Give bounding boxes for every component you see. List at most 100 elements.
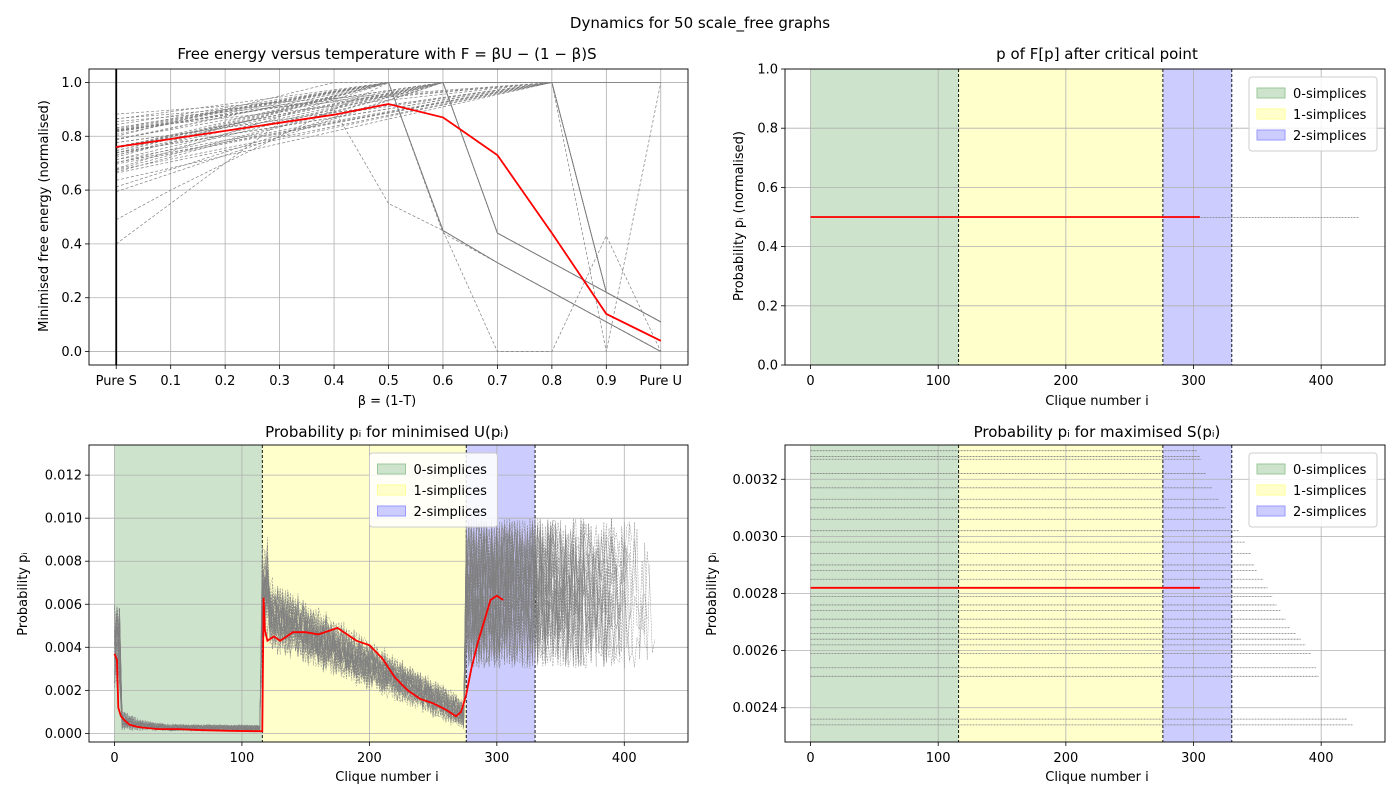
pmu-ensemble-line-44: [114, 518, 546, 732]
p-min-u-title: Probability pᵢ for minimised U(pᵢ): [265, 423, 509, 441]
pac-legend-swatch-0: [1256, 87, 1286, 99]
pmu-legend-label-0: 0-simplices: [414, 463, 488, 478]
pmu-legend-swatch-2: [377, 505, 406, 517]
p-min-u-xlabel: Clique number i: [335, 770, 438, 785]
fe-xtick-label-10: Pure U: [639, 374, 682, 389]
fe-ytick-label-5: 1.0: [61, 76, 82, 91]
fe-xtick-label-0: Pure S: [96, 374, 137, 389]
pmu-ensemble-line-47: [114, 522, 564, 732]
free-energy-title: Free energy versus temperature with F = …: [177, 45, 596, 63]
pmu-legend-swatch-1: [377, 484, 406, 496]
pms-legend-label-0: 0-simplices: [1293, 463, 1367, 478]
p-max-s-chart: Probability pᵢ for maximised S(pᵢ) Cliqu…: [705, 423, 1386, 785]
pac-legend-label-1: 1-simplices: [1293, 108, 1367, 123]
free-energy-chart: Free energy versus temperature with F = …: [37, 45, 689, 409]
pms-xtick-label-0: 0: [806, 751, 814, 766]
pms-legend-swatch-2: [1256, 505, 1286, 517]
pac-ytick-label-0: 0.0: [757, 359, 778, 374]
pmu-ensemble-line-29: [114, 518, 607, 732]
pmu-frame: [88, 444, 689, 743]
fe-xtick-label-6: 0.6: [433, 374, 454, 389]
pac-xtick-label-0: 0: [806, 374, 814, 389]
free-energy-xlabel: β = (1-T): [358, 394, 417, 409]
pms-frame: [784, 444, 1386, 743]
pac-xtick-label-4: 400: [1309, 374, 1334, 389]
fe-ytick-label-4: 0.8: [61, 130, 82, 145]
fe-ensemble-line-38: [116, 82, 661, 323]
fe-ensemble-line-29: [116, 82, 661, 323]
p-after-critical-ylabel: Probability pᵢ (normalised): [732, 131, 747, 301]
pac-legend-swatch-1: [1256, 108, 1286, 120]
fe-ensemble-line-47: [116, 82, 661, 323]
fe-ensemble-line-21: [116, 82, 661, 323]
pms-legend-swatch-0: [1256, 463, 1286, 475]
pmu-xtick-label-2: 200: [357, 751, 382, 766]
pac-xtick-label-2: 200: [1053, 374, 1078, 389]
pac-legend-swatch-2: [1256, 129, 1286, 141]
pac-legend-label-0: 0-simplices: [1293, 87, 1367, 102]
fe-xtick-label-5: 0.5: [378, 374, 399, 389]
pmu-ytick-label-3: 0.006: [45, 598, 82, 613]
fe-ensemble-extra-1: [116, 82, 661, 352]
fe-ytick-label-3: 0.6: [61, 184, 82, 199]
pmu-highlight-line: [113, 594, 504, 733]
fe-xtick-label-3: 0.3: [269, 374, 290, 389]
pmu-ytick-label-0: 0.000: [45, 727, 82, 742]
pms-ytick-label-3: 0.0030: [733, 530, 779, 545]
pmu-legend-label-2: 2-simplices: [414, 505, 488, 520]
pmu-ensemble-line-46: [114, 518, 630, 732]
pms-ytick-label-1: 0.0026: [733, 644, 779, 659]
p-max-s-ylabel: Probability pᵢ: [705, 552, 720, 635]
pmu-ytick-label-5: 0.010: [45, 512, 82, 527]
pms-ytick-label-0: 0.0024: [733, 701, 779, 716]
pmu-ensemble-line-21: [114, 518, 577, 732]
fe-xtick-label-8: 0.8: [542, 374, 563, 389]
p-after-critical-chart: p of F[p] after critical point Clique nu…: [732, 45, 1386, 409]
pmu-ensemble-line-33: [114, 524, 620, 731]
pms-ensemble-lines: [810, 450, 1354, 726]
pmu-ensemble-lines: [114, 518, 656, 732]
pmu-ensemble-line-20: [114, 519, 564, 732]
p-after-critical-title: p of F[p] after critical point: [996, 45, 1198, 63]
pmu-legend-swatch-0: [377, 463, 406, 475]
p-max-s-title: Probability pᵢ for maximised S(pᵢ): [974, 423, 1221, 441]
pms-legend-label-1: 1-simplices: [1293, 484, 1367, 499]
pmu-ytick-label-1: 0.002: [45, 684, 82, 699]
pms-xtick-label-3: 300: [1181, 751, 1206, 766]
pms-legend-swatch-1: [1256, 484, 1286, 496]
pac-ytick-label-2: 0.4: [757, 240, 778, 255]
fe-xtick-label-4: 0.4: [324, 374, 345, 389]
pmu-ytick-label-4: 0.008: [45, 555, 82, 570]
fe-ensemble-line-1: [116, 82, 661, 352]
pac-frame: [784, 68, 1386, 366]
pms-xtick-label-4: 400: [1309, 751, 1334, 766]
fe-frame: [88, 68, 689, 366]
fe-xtick-label-9: 0.9: [596, 374, 617, 389]
pmu-ensemble-line-49: [114, 519, 656, 732]
pms-xtick-label-2: 200: [1053, 751, 1078, 766]
pac-ytick-label-4: 0.8: [757, 122, 778, 137]
pms-ytick-label-2: 0.0028: [733, 587, 779, 602]
pmu-ytick-label-2: 0.004: [45, 641, 82, 656]
figure-suptitle: Dynamics for 50 scale_free graphs: [570, 14, 830, 33]
fe-ytick-label-2: 0.4: [61, 237, 82, 252]
p-max-s-xlabel: Clique number i: [1045, 770, 1148, 785]
pms-legend-label-2: 2-simplices: [1293, 505, 1367, 520]
pmu-ytick-label-6: 0.012: [45, 469, 82, 484]
fe-ensemble-line-19: [116, 82, 661, 323]
pmu-ensemble-line-32: [114, 537, 518, 732]
pac-xtick-label-3: 300: [1181, 374, 1206, 389]
p-min-u-ylabel: Probability pᵢ: [16, 552, 31, 635]
fe-xtick-label-1: 0.1: [160, 374, 181, 389]
pac-xtick-label-1: 100: [926, 374, 951, 389]
pac-ytick-label-5: 1.0: [757, 63, 778, 78]
pmu-band-0: [114, 445, 263, 742]
pmu-xtick-label-3: 300: [484, 751, 509, 766]
pac-ytick-label-3: 0.6: [757, 181, 778, 196]
free-energy-ylabel: Minimised free energy (normalised): [37, 100, 52, 332]
fe-ensemble-line-31: [116, 82, 661, 323]
fe-highlight-line: [116, 103, 662, 342]
fe-xtick-label-2: 0.2: [215, 374, 236, 389]
p-min-u-chart: Probability pᵢ for minimised U(pᵢ) Cliqu…: [16, 423, 689, 785]
fe-ensemble-line-32: [116, 82, 661, 323]
